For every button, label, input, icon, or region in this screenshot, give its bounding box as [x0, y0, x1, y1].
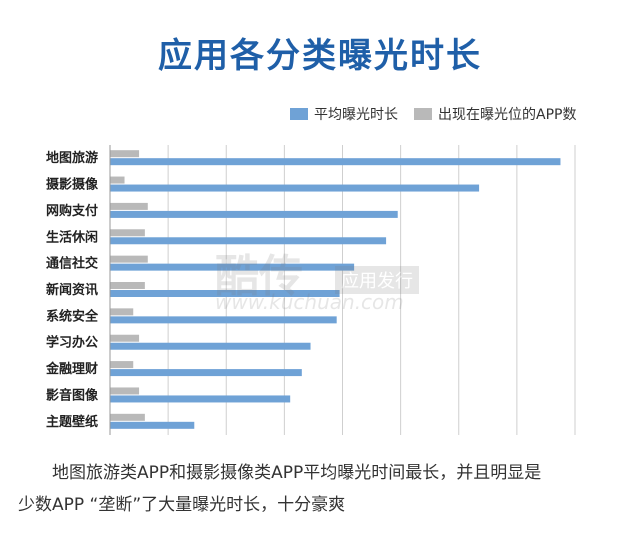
bar-app-count — [110, 150, 140, 158]
bar-app-count — [110, 308, 134, 316]
category-label: 影音图像 — [46, 387, 99, 403]
bar-exposure — [110, 421, 195, 429]
chart-legend: 平均曝光时长 出现在曝光位的APP数 — [290, 104, 576, 124]
legend-swatch-app-count — [414, 108, 432, 120]
bar-app-count — [110, 202, 148, 210]
category-label: 主题壁纸 — [46, 414, 98, 430]
bar-chart: 地图旅游摄影摄像网购支付生活休闲通信社交新闻资讯系统安全学习办公金融理财影音图像… — [45, 145, 576, 435]
category-label: 学习办公 — [46, 335, 98, 351]
bar-exposure — [110, 237, 387, 245]
category-label: 摄影摄像 — [46, 177, 99, 193]
bar-exposure — [110, 263, 355, 271]
bar-exposure — [110, 369, 302, 377]
bar-exposure — [110, 290, 340, 297]
bar-app-count — [110, 387, 140, 395]
bar-app-count — [110, 361, 134, 369]
legend-item-exposure: 平均曝光时长 — [290, 104, 398, 124]
bar-exposure — [110, 342, 311, 350]
bar-exposure — [110, 158, 561, 166]
category-label: 地图旅游 — [46, 150, 98, 166]
caption-line-2: 少数APP “垄断”了大量曝光时长，十分豪爽 — [18, 495, 346, 515]
category-label: 金融理财 — [45, 361, 98, 377]
category-label: 通信社交 — [46, 256, 98, 272]
legend-item-app-count: 出现在曝光位的APP数 — [414, 104, 576, 124]
category-label: 网购支付 — [46, 203, 98, 219]
bar-exposure — [110, 316, 337, 324]
category-label: 生活休闲 — [46, 229, 98, 245]
category-label: 系统安全 — [46, 308, 99, 324]
legend-label-app-count: 出现在曝光位的APP数 — [438, 107, 577, 123]
caption-line-1: 地图旅游类APP和摄影摄像类APP平均曝光时间最长，并且明显是 — [52, 463, 542, 483]
legend-label-exposure: 平均曝光时长 — [314, 107, 398, 123]
bar-exposure — [110, 210, 398, 218]
caption: 地图旅游类APP和摄影摄像类APP平均曝光时间最长，并且明显是 少数APP “垄… — [18, 457, 618, 521]
bar-app-count — [110, 229, 145, 237]
chart-title: 应用各分类曝光时长 — [158, 36, 482, 76]
legend-swatch-exposure — [290, 108, 308, 120]
category-label: 新闻资讯 — [46, 282, 98, 298]
bar-exposure — [110, 395, 291, 403]
bar-app-count — [110, 413, 145, 421]
bar-app-count — [110, 282, 145, 289]
bar-exposure — [110, 184, 480, 192]
bar-app-count — [110, 176, 125, 184]
bar-app-count — [110, 334, 140, 342]
bar-app-count — [110, 255, 148, 263]
